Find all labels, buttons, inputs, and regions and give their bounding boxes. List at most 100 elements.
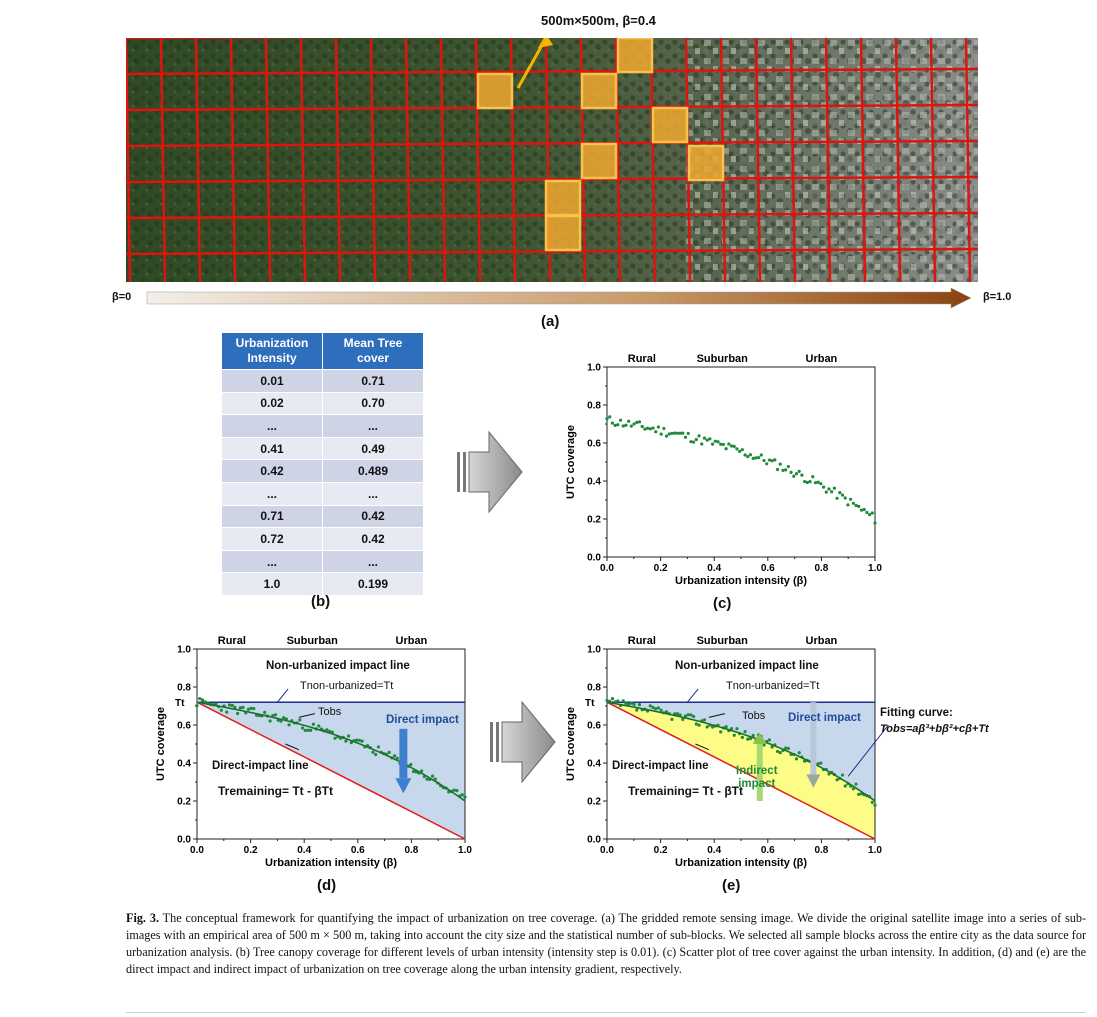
zone-label: Rural — [218, 635, 246, 647]
y-tick-label: 0.8 — [587, 683, 601, 694]
data-point — [303, 728, 307, 732]
grid-line-v — [126, 38, 132, 282]
grid-line-v — [369, 38, 377, 282]
e-tobs-label: Tobs — [742, 710, 766, 722]
data-point — [702, 718, 707, 722]
data-point — [697, 723, 701, 727]
data-point — [659, 708, 663, 712]
direct-impact-line — [196, 701, 466, 840]
data-point — [629, 424, 633, 428]
y-tick-label: 0.4 — [587, 477, 601, 488]
data-point — [637, 420, 642, 424]
grid-line-v — [404, 38, 412, 282]
data-point — [746, 455, 750, 459]
table-row: 0.02 0.70 — [222, 391, 423, 415]
data-point — [708, 437, 712, 441]
data-point — [854, 782, 858, 786]
panel-d-caption: (d) — [317, 877, 337, 894]
data-point — [683, 435, 688, 439]
data-point — [751, 733, 755, 738]
data-point — [374, 752, 378, 757]
data-point — [832, 486, 836, 490]
data-point — [843, 784, 847, 788]
table-row: 0.72 0.42 — [222, 527, 423, 551]
beta-end-label: β=1.0 — [983, 291, 1012, 303]
cell-intensity: 0.01 — [222, 369, 323, 393]
data-point — [673, 431, 677, 435]
x-tick-label: 0.4 — [707, 563, 721, 574]
chart-d-direct-impact: Rural Suburban Urban 0.0 0.2 0.4 0.6 0.8 1.0 0.0 0… — [155, 635, 472, 869]
sample-block — [544, 179, 582, 217]
data-point — [344, 739, 348, 743]
data-point — [786, 746, 790, 751]
data-point — [710, 725, 715, 729]
data-point — [784, 468, 788, 472]
data-point — [821, 485, 826, 489]
direct-impact-area — [197, 702, 465, 839]
data-point — [225, 710, 229, 714]
data-point — [635, 708, 639, 712]
y-tick-label: 1.0 — [587, 363, 601, 374]
data-point — [195, 704, 199, 708]
data-point — [694, 437, 698, 442]
data-point — [857, 504, 861, 509]
e-fitting-curve-title: Fitting curve: — [880, 707, 953, 719]
y-tick-label: 0.0 — [587, 553, 601, 564]
cell-tree-cover: 0.49 — [322, 436, 423, 460]
data-point — [643, 427, 647, 431]
data-point — [751, 456, 755, 460]
data-point — [376, 745, 380, 749]
data-point — [857, 792, 861, 796]
data-point — [721, 442, 726, 447]
zone-label: Urban — [396, 635, 428, 647]
data-point — [830, 490, 834, 494]
data-point — [662, 426, 666, 431]
data-point — [460, 793, 464, 797]
data-point — [692, 440, 696, 444]
header-mean-tree-cover: Mean Tree cover — [322, 333, 423, 370]
data-point — [792, 474, 796, 478]
divider — [126, 1012, 1086, 1013]
data-point — [700, 442, 704, 446]
direct-impact-area — [607, 702, 875, 839]
data-point — [781, 468, 785, 472]
e-t-remaining-label: Tremaining= Tt - βTt — [628, 784, 743, 798]
zone-label: Suburban — [697, 635, 749, 647]
d-t-non-urbanized-text: Tnon-urbanized=Tt — [300, 680, 394, 692]
data-point — [694, 722, 698, 726]
data-point — [610, 696, 615, 701]
data-point — [849, 497, 853, 501]
data-point — [629, 701, 633, 705]
data-point — [605, 698, 609, 703]
data-point — [627, 419, 631, 423]
cell-intensity: 0.71 — [222, 504, 323, 528]
table-row: 0.41 0.49 — [222, 436, 423, 460]
data-point — [646, 426, 650, 430]
data-point — [252, 707, 256, 711]
data-point — [683, 714, 688, 718]
tree-cover-table: Urbanization Intensity Mean Tree cover 0… — [222, 333, 423, 595]
grid-line-v — [754, 38, 762, 282]
data-point — [325, 728, 329, 732]
data-point — [719, 730, 723, 734]
data-point — [846, 503, 850, 507]
data-point — [241, 705, 245, 710]
data-point — [355, 738, 359, 742]
figure-caption-label: Fig. 3. — [126, 911, 159, 925]
d-t-non-urbanized-label: Tnon-urbanized=Tt — [300, 680, 393, 692]
data-point — [689, 440, 693, 444]
indirect-impact-arrowhead — [752, 732, 767, 744]
data-point — [627, 702, 631, 706]
x-tick-label: 0.0 — [600, 563, 614, 574]
data-point — [317, 724, 321, 728]
data-point — [360, 739, 364, 743]
cell-intensity: 0.72 — [222, 527, 323, 551]
data-point — [608, 415, 612, 419]
data-point — [724, 725, 728, 729]
d-tobs-label: Tobs — [318, 706, 342, 718]
data-point — [333, 736, 337, 740]
x-tick-label: 0.2 — [244, 845, 258, 856]
cell-tree-cover: ... — [322, 414, 423, 438]
panel-b-caption: (b) — [311, 593, 331, 610]
direct-impact-line — [606, 701, 876, 840]
